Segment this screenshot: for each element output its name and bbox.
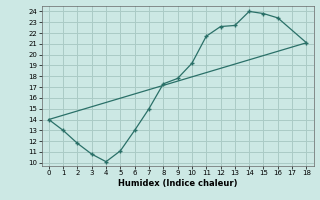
X-axis label: Humidex (Indice chaleur): Humidex (Indice chaleur) bbox=[118, 179, 237, 188]
